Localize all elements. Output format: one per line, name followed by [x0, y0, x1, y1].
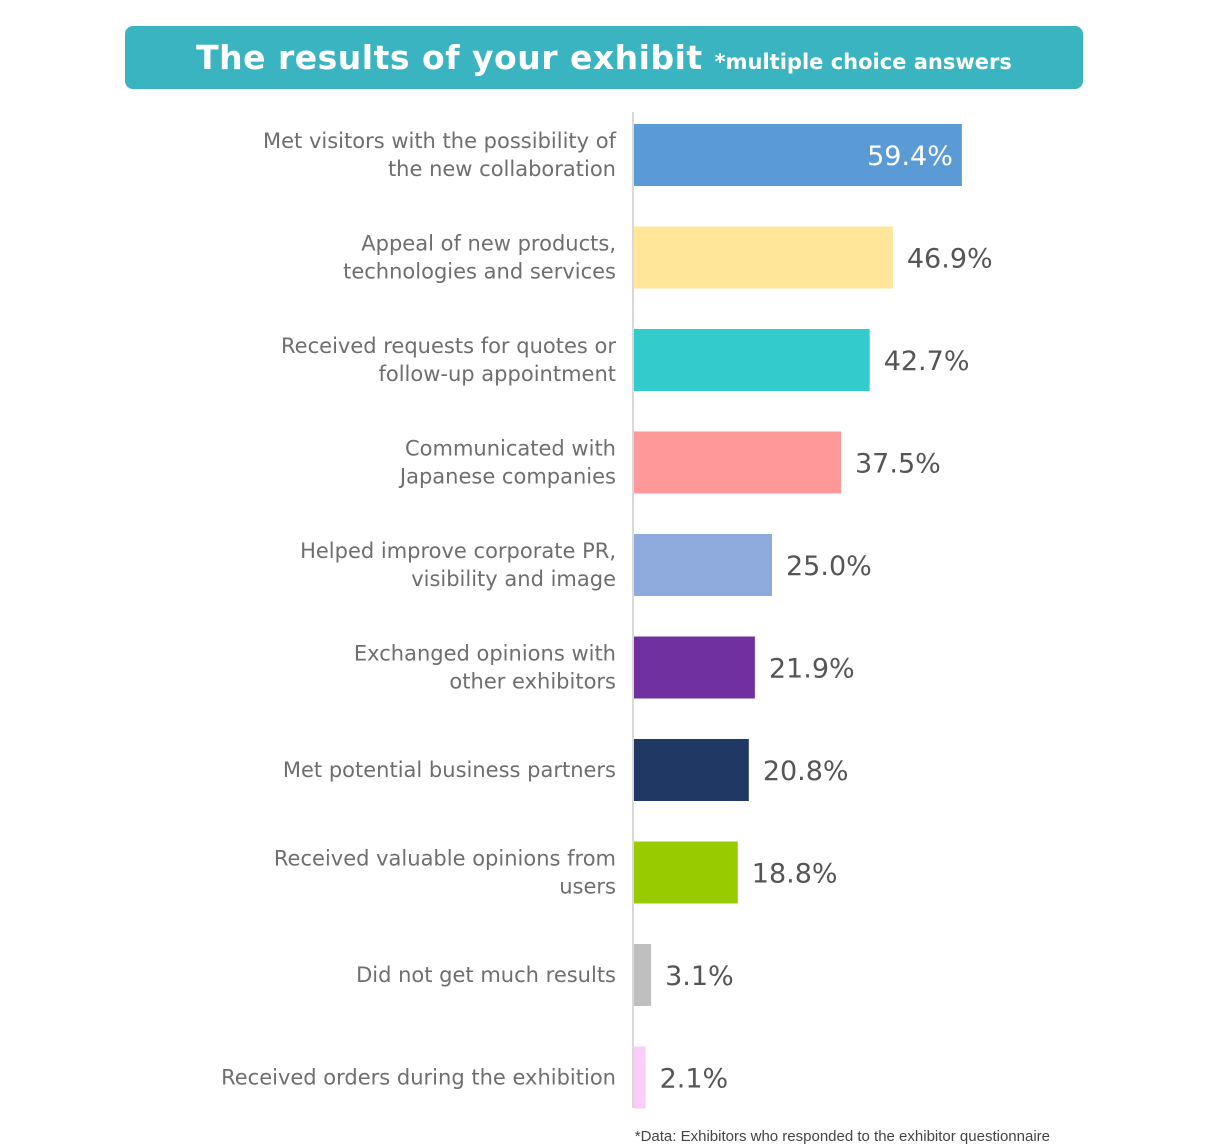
category-label: Received orders during the exhibition	[221, 1066, 616, 1090]
category-label: Received requests for quotes or follow-up…	[281, 334, 616, 386]
bar	[634, 841, 738, 904]
category-label-line: Exchanged opinions with	[354, 642, 616, 666]
bar	[634, 431, 841, 494]
bar-value-label: 3.1%	[665, 961, 734, 992]
category-label-line: Appeal of new products,	[361, 232, 616, 256]
bar-value-label: 21.9%	[769, 654, 855, 685]
category-label: Appeal of new products, technologies and …	[343, 232, 616, 284]
category-label-line: users	[559, 875, 616, 899]
category-label: Exchanged opinions with other exhibitors	[354, 642, 616, 694]
footnote: *Data: Exhibitors who responded to the e…	[634, 1128, 1050, 1145]
bar-value-label: 20.8%	[763, 756, 849, 787]
category-label-line: Met potential business partners	[283, 758, 616, 782]
category-label-line: Communicated with	[405, 437, 616, 461]
category-label: Met potential business partners	[283, 758, 616, 782]
category-label-line: Did not get much results	[356, 963, 616, 987]
category-label: Helped improve corporate PR, visibility a…	[300, 539, 616, 591]
category-label-line: Helped improve corporate PR,	[300, 539, 616, 563]
bar	[634, 1046, 646, 1109]
bar-value-label: 46.9%	[907, 244, 993, 275]
bar	[634, 534, 772, 596]
category-label-line: visibility and image	[411, 567, 616, 591]
category-label: Communicated with Japanese companies	[398, 437, 616, 489]
bar-value-label: 37.5%	[855, 449, 941, 480]
category-label-line: the new collaboration	[388, 157, 616, 181]
category-label-line: Met visitors with the possibility of	[263, 129, 617, 153]
bar	[634, 329, 870, 391]
category-label-line: other exhibitors	[449, 670, 616, 694]
chart-subtitle: *multiple choice answers	[714, 49, 1012, 74]
bar-value-label: 25.0%	[786, 551, 872, 582]
bar-value-label: 2.1%	[660, 1064, 729, 1095]
bar-value-label: 59.4%	[867, 141, 953, 172]
bar	[634, 944, 652, 1006]
category-label-line: Received valuable opinions from	[274, 847, 616, 871]
bar-value-label: 18.8%	[752, 859, 838, 890]
category-label-line: Japanese companies	[398, 465, 616, 489]
bar	[634, 226, 893, 289]
bar	[634, 739, 749, 801]
bar	[634, 636, 755, 699]
chart-title: The results of your exhibit	[196, 38, 703, 77]
category-label-line: technologies and services	[343, 260, 616, 284]
category-label: Received valuable opinions from users	[274, 847, 616, 899]
category-label: Did not get much results	[356, 963, 616, 987]
category-label-line: Received requests for quotes or	[281, 334, 616, 358]
bar	[634, 124, 962, 186]
category-label-line: follow-up appointment	[378, 362, 616, 386]
category-label: Met visitors with the possibility of the …	[263, 129, 617, 181]
category-label-line: Received orders during the exhibition	[221, 1066, 616, 1090]
bar-value-label: 42.7%	[884, 346, 970, 377]
chart-title-bar: The results of your exhibit *multiple ch…	[125, 26, 1083, 89]
